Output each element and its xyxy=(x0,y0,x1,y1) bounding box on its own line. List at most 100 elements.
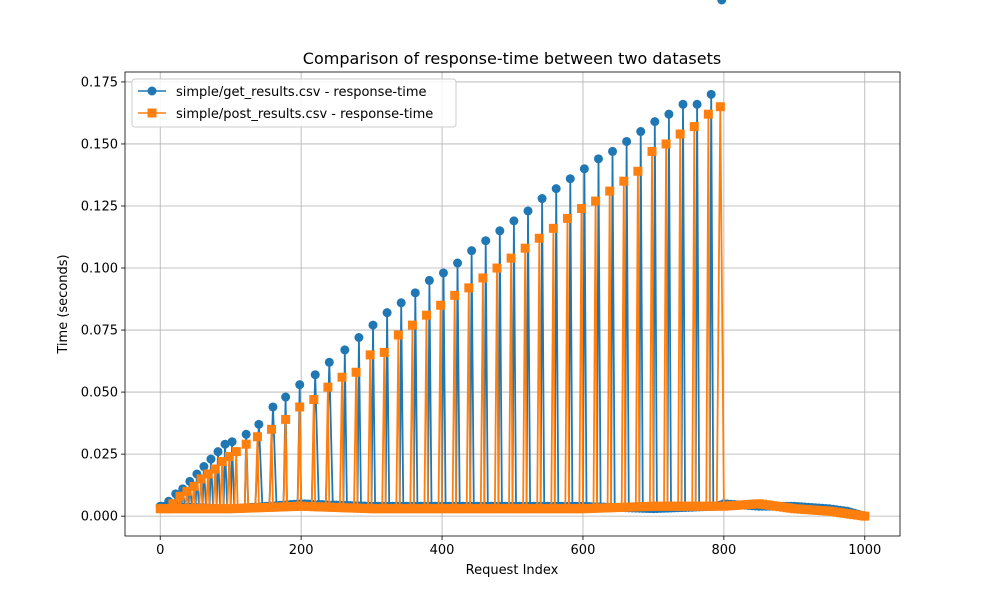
data-point-post xyxy=(450,290,460,300)
y-tick-label: 0.125 xyxy=(81,199,118,214)
plot-frame xyxy=(124,71,901,537)
x-tick-label: 800 xyxy=(711,543,736,558)
legend-label-post: simple/post_results.csv - response-time xyxy=(176,107,433,122)
data-point-get xyxy=(410,288,420,298)
data-point-post xyxy=(492,263,502,273)
series-post xyxy=(155,102,870,521)
y-tick-label: 0.175 xyxy=(81,75,118,90)
data-point-post xyxy=(217,457,227,467)
data-point-get xyxy=(551,184,561,194)
data-point-get xyxy=(453,258,463,268)
data-point-get xyxy=(241,429,251,439)
data-point-post xyxy=(860,511,870,521)
y-tick-label: 0.025 xyxy=(81,448,118,463)
x-tick-label: 400 xyxy=(430,543,455,558)
data-point-get xyxy=(340,345,350,355)
data-point-post xyxy=(252,432,262,442)
data-point-get xyxy=(199,462,209,472)
data-point-get xyxy=(206,454,216,464)
data-point-post xyxy=(267,424,277,434)
data-point-post xyxy=(689,122,699,132)
data-point-post xyxy=(577,203,587,213)
y-tick-label: 0.000 xyxy=(81,510,118,525)
data-point-get xyxy=(324,357,334,367)
data-point-post xyxy=(703,109,713,119)
data-point-get xyxy=(382,308,392,318)
data-point-get xyxy=(692,99,702,109)
x-tick-label: 600 xyxy=(571,543,596,558)
data-point-get xyxy=(509,216,519,226)
data-point-post xyxy=(393,330,403,340)
data-point-post xyxy=(210,464,220,474)
data-point-post xyxy=(605,186,615,196)
data-point-post xyxy=(715,102,725,112)
data-point-post xyxy=(464,283,474,293)
legend-label-get: simple/get_results.csv - response-time xyxy=(176,85,427,100)
data-point-post xyxy=(407,320,417,330)
x-axis-label: Request Index xyxy=(466,563,559,578)
legend-box xyxy=(131,78,457,128)
data-point-post xyxy=(591,196,601,206)
y-axis: 0.000 0.025 0.050 0.075 0.100 0.125 0.150 0.175 xyxy=(81,75,125,525)
data-point-post xyxy=(182,486,192,496)
series-layer xyxy=(155,0,870,521)
data-point-get xyxy=(706,89,716,99)
data-point-post xyxy=(337,372,347,382)
data-point-post xyxy=(520,243,530,253)
x-axis: 0 200 400 600 800 1000 xyxy=(156,536,881,558)
data-point-get xyxy=(481,236,491,246)
data-point-get xyxy=(310,370,320,380)
data-point-post xyxy=(365,350,375,360)
data-point-get xyxy=(268,402,278,412)
data-point-get xyxy=(281,392,291,402)
y-tick-label: 0.150 xyxy=(81,137,118,152)
data-point-post xyxy=(619,176,629,186)
y-tick-label: 0.100 xyxy=(81,262,118,277)
data-point-get xyxy=(608,146,618,156)
data-point-post xyxy=(478,273,488,283)
y-tick-label: 0.075 xyxy=(81,324,118,339)
data-point-post xyxy=(196,474,206,484)
data-point-post xyxy=(203,469,213,479)
data-point-get xyxy=(295,380,305,390)
data-point-get xyxy=(424,275,434,285)
data-point-post xyxy=(548,223,558,233)
data-point-get xyxy=(438,268,448,278)
legend: simple/get_results.csv - response-time s… xyxy=(131,78,457,128)
data-point-post xyxy=(379,347,389,357)
data-point-get xyxy=(523,206,533,216)
data-point-get xyxy=(717,0,727,5)
data-point-post xyxy=(712,501,722,511)
data-point-get xyxy=(664,109,674,119)
data-point-post xyxy=(175,491,185,501)
data-point-post xyxy=(351,367,361,377)
data-point-post xyxy=(224,452,234,462)
data-point-post xyxy=(323,382,333,392)
data-point-post xyxy=(661,139,671,149)
data-point-get xyxy=(220,439,230,449)
data-point-get xyxy=(254,419,264,429)
data-point-post xyxy=(506,253,516,263)
data-point-get xyxy=(495,226,505,236)
data-point-post xyxy=(231,447,241,457)
data-point-get xyxy=(622,136,632,146)
data-point-get xyxy=(213,447,223,457)
data-point-post xyxy=(633,166,643,176)
data-point-get xyxy=(537,194,547,204)
data-point-get xyxy=(650,117,660,127)
data-point-post xyxy=(309,395,319,405)
y-axis-label: Time (seconds) xyxy=(56,254,71,354)
y-tick-label: 0.050 xyxy=(81,386,118,401)
data-point-get xyxy=(396,298,406,308)
data-point-get xyxy=(354,332,364,342)
data-point-post xyxy=(168,499,178,509)
x-tick-label: 0 xyxy=(156,543,164,558)
data-point-post xyxy=(562,213,572,223)
data-point-post xyxy=(675,129,685,139)
data-point-get xyxy=(565,174,575,184)
x-tick-label: 1000 xyxy=(848,543,881,558)
data-point-post xyxy=(436,300,446,310)
legend-marker-post xyxy=(147,108,157,118)
data-point-get xyxy=(467,246,477,256)
data-point-get xyxy=(636,127,646,137)
